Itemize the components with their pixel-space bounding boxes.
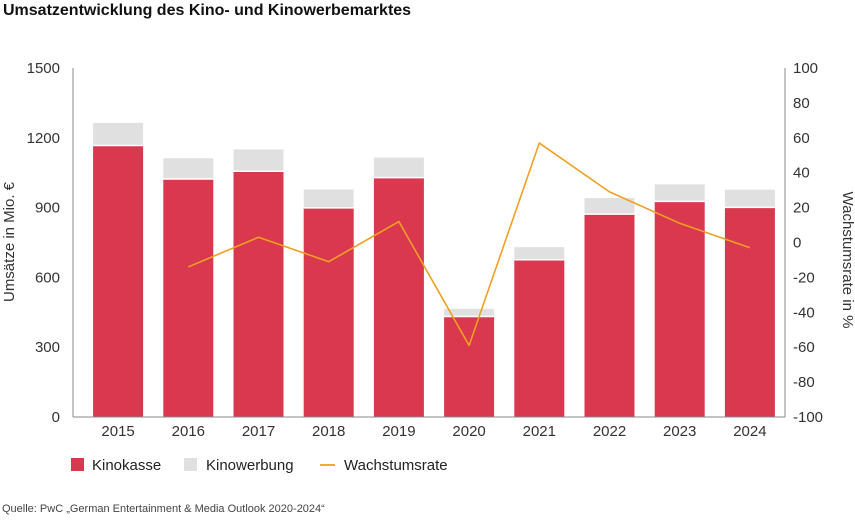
legend-swatch-kinokasse bbox=[71, 458, 84, 471]
x-tick-label: 2017 bbox=[242, 423, 275, 440]
left-axis-label: Umsätze in Mio. € bbox=[1, 181, 18, 302]
chart-title: Umsatzentwicklung des Kino- und Kinowerb… bbox=[3, 2, 412, 19]
left-tick-label: 600 bbox=[35, 269, 60, 286]
bar-kinokasse-2021 bbox=[514, 259, 565, 417]
x-tick-label: 2015 bbox=[101, 423, 134, 440]
x-tick-label: 2023 bbox=[663, 423, 696, 440]
bar-kinokasse-2023 bbox=[654, 201, 705, 417]
bar-kinowerbung-2017 bbox=[233, 149, 284, 172]
x-tick-label: 2022 bbox=[593, 423, 626, 440]
right-axis-label: Wachstumsrate in % bbox=[839, 192, 855, 329]
right-tick-label: -20 bbox=[793, 269, 815, 286]
bar-kinokasse-2019 bbox=[373, 177, 424, 417]
left-tick-label: 1500 bbox=[27, 60, 60, 77]
axes bbox=[72, 68, 786, 418]
right-tick-label: -100 bbox=[793, 409, 823, 426]
bar-group bbox=[93, 122, 775, 417]
bar-kinokasse-2017 bbox=[233, 171, 284, 417]
bar-kinowerbung-2024 bbox=[724, 189, 775, 208]
right-tick-label: -80 bbox=[793, 374, 815, 391]
right-tick-label: 0 bbox=[793, 235, 801, 252]
bar-kinokasse-2015 bbox=[93, 145, 144, 417]
right-tick-label: 40 bbox=[793, 165, 810, 182]
right-tick-label: -60 bbox=[793, 339, 815, 356]
legend: Kinokasse Kinowerbung Wachstumsrate bbox=[71, 457, 448, 474]
combo-chart: 0 300 600 900 1200 1500 -100 -80 -60 -40 -20 0 20 40… bbox=[1, 60, 855, 474]
right-tick-label: -40 bbox=[793, 304, 815, 321]
legend-label-kinowerbung: Kinowerbung bbox=[206, 457, 294, 474]
x-tick-label: 2020 bbox=[452, 423, 485, 440]
right-tick-label: 100 bbox=[793, 60, 818, 77]
right-tick-label: 80 bbox=[793, 95, 810, 112]
source-note: Quelle: PwC „German Entertainment & Medi… bbox=[2, 503, 325, 515]
bar-kinokasse-2020 bbox=[444, 316, 495, 417]
bar-kinowerbung-2016 bbox=[163, 158, 214, 179]
x-axis-ticks: 2015 2016 2017 2018 2019 2020 2021 2022 2023 2024 bbox=[101, 423, 766, 440]
bar-kinowerbung-2019 bbox=[373, 157, 424, 178]
x-tick-label: 2016 bbox=[172, 423, 205, 440]
legend-label-kinokasse: Kinokasse bbox=[92, 457, 161, 474]
bar-kinowerbung-2022 bbox=[584, 198, 635, 215]
left-tick-label: 900 bbox=[35, 200, 60, 217]
legend-label-wachstumsrate: Wachstumsrate bbox=[344, 457, 448, 474]
bar-kinowerbung-2020 bbox=[444, 308, 495, 317]
bar-kinowerbung-2015 bbox=[93, 122, 144, 146]
bar-kinokasse-2016 bbox=[163, 178, 214, 417]
left-tick-label: 0 bbox=[52, 409, 60, 426]
right-axis-ticks: -100 -80 -60 -40 -20 0 20 40 60 80 100 bbox=[793, 60, 823, 426]
x-tick-label: 2018 bbox=[312, 423, 345, 440]
right-tick-label: 20 bbox=[793, 200, 810, 217]
bar-kinowerbung-2018 bbox=[303, 189, 354, 208]
right-tick-label: 60 bbox=[793, 130, 810, 147]
bar-kinokasse-2024 bbox=[724, 207, 775, 417]
bar-kinokasse-2022 bbox=[584, 214, 635, 417]
x-tick-label: 2019 bbox=[382, 423, 415, 440]
bar-kinowerbung-2023 bbox=[654, 184, 705, 202]
bar-kinowerbung-2021 bbox=[514, 247, 565, 260]
x-tick-label: 2021 bbox=[523, 423, 556, 440]
growth-rate-line bbox=[187, 142, 751, 347]
legend-swatch-kinowerbung bbox=[184, 458, 197, 471]
bar-kinokasse-2018 bbox=[303, 207, 354, 417]
growth-line-layer bbox=[187, 142, 751, 347]
left-tick-label: 300 bbox=[35, 339, 60, 356]
x-tick-label: 2024 bbox=[733, 423, 766, 440]
left-axis-ticks: 0 300 600 900 1200 1500 bbox=[27, 60, 60, 426]
left-tick-label: 1200 bbox=[27, 130, 60, 147]
